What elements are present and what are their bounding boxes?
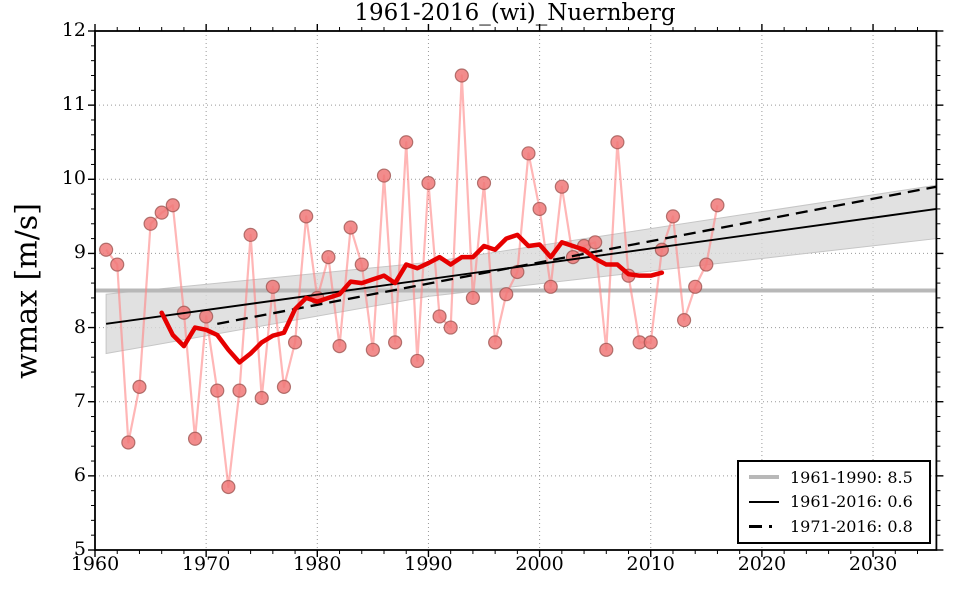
y-tick-label: 5 [73,538,86,560]
legend-item-trend-dashed: 1971-2016: 0.8 [749,515,923,539]
legend-label: 1971-2016: 0.8 [790,517,913,537]
legend-item-reference: 1961-1990: 8.5 [749,465,923,489]
solid-line-sample [749,500,779,503]
dashed-line-sample [749,525,779,528]
x-tick-label: 2020 [737,553,787,575]
y-tick-label: 12 [61,19,86,41]
y-tick-label: 10 [61,167,86,190]
legend-label: 1961-1990: 8.5 [790,467,913,487]
x-tick-label: 1970 [181,553,231,575]
y-axis-label: wmax [m/s] [9,203,45,379]
y-tick-label: 8 [73,315,86,338]
legend-label: 1961-2016: 0.6 [790,492,913,512]
legend-box: 1961-1990: 8.5 1961-2016: 0.6 1971-2016:… [737,460,931,544]
y-tick-label: 6 [73,463,86,486]
chart-title: 1961-2016_(wi)_Nuernberg [354,0,676,26]
x-tick-label: 1980 [293,553,342,575]
x-tick-label: 2030 [848,553,898,575]
y-tick-label: 9 [73,241,86,264]
x-tick-label: 2010 [626,553,675,575]
x-tick-label: 1990 [404,553,453,575]
gray-line-sample [749,475,779,480]
x-tick-label: 2000 [515,553,564,575]
legend-item-trend-solid: 1961-2016: 0.6 [749,490,923,514]
x-tick-label: 1960 [70,553,120,575]
y-tick-label: 11 [61,93,86,116]
y-tick-label: 7 [73,389,86,412]
